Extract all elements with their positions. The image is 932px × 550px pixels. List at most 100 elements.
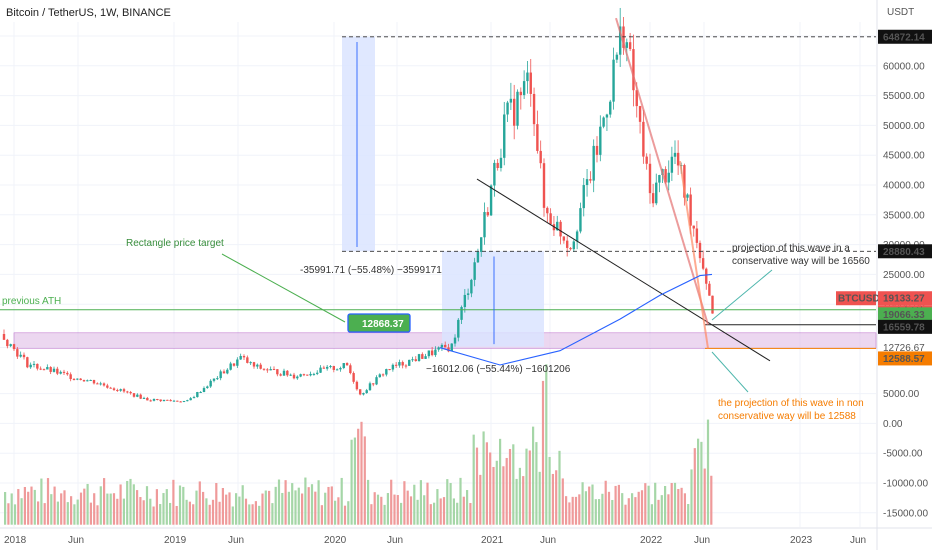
candle-body	[355, 381, 359, 390]
candle-body	[276, 369, 279, 375]
candle-body	[149, 400, 152, 402]
candle-body	[388, 369, 391, 371]
volume-bar	[594, 499, 597, 525]
candle-body	[378, 374, 381, 378]
candle-body	[26, 357, 29, 368]
volume-bar	[86, 483, 89, 525]
candle-body	[486, 212, 489, 216]
volume-bar	[103, 478, 106, 525]
volume-bar	[261, 493, 264, 525]
candle-body	[595, 145, 599, 155]
volume-bar	[449, 483, 452, 525]
volume-bar	[574, 496, 578, 525]
volume-bar	[654, 482, 657, 525]
volume-bar	[631, 493, 634, 525]
candle-body	[686, 194, 689, 198]
candle-body	[42, 369, 46, 371]
candle-body	[126, 391, 129, 393]
candle-body	[414, 359, 417, 362]
candle-body	[186, 400, 189, 402]
volume-bar	[584, 491, 587, 525]
volume-bar	[126, 480, 129, 525]
candle-body	[39, 368, 42, 370]
candle-body	[556, 221, 559, 231]
candle-body	[6, 339, 9, 347]
volume-bar	[400, 502, 403, 525]
volume-bar	[637, 491, 640, 525]
candle-body	[216, 378, 219, 380]
volume-bar	[495, 460, 498, 525]
time-axis[interactable]: 2018 Jun 2019 Jun 2020 Jun 2021 Jun 2022 Jun 2023 J…	[0, 527, 932, 546]
volume-bar	[518, 467, 521, 525]
volume-bar	[621, 493, 624, 525]
price-tick-label: 35000.00	[883, 210, 925, 221]
nonconservative-line-2: conservative way will be 12588	[718, 411, 856, 422]
volume-bar	[706, 419, 710, 525]
volume-bar	[690, 469, 693, 525]
candle-body	[56, 368, 59, 374]
candle-body	[112, 388, 116, 390]
volume-bar	[479, 474, 482, 525]
volume-bar	[588, 486, 591, 525]
candle-body	[89, 379, 92, 381]
candle-body	[146, 397, 149, 401]
candle-body	[229, 363, 232, 370]
candle-body	[565, 240, 569, 248]
price-axis[interactable]: 65000.0060000.0055000.0050000.0045000.00…	[836, 0, 932, 550]
volume-bar	[446, 479, 449, 525]
volume-bar	[670, 482, 673, 525]
price-tick-label: 45000.00	[883, 151, 925, 162]
volume-bar	[235, 493, 238, 525]
volume-bar	[208, 504, 211, 525]
volume-bar	[657, 499, 660, 525]
volume-bar	[340, 477, 343, 525]
volume-bar	[433, 502, 436, 525]
candle-body	[316, 372, 319, 374]
volume-bar	[439, 498, 442, 525]
volume-bar	[459, 477, 462, 525]
candle-body	[642, 121, 645, 157]
candle-body	[2, 334, 6, 340]
candle-body	[512, 98, 516, 126]
badge-28880	[878, 244, 932, 259]
candle-body	[493, 162, 496, 186]
candle-body	[549, 213, 552, 225]
volume-bar	[241, 485, 244, 525]
volume-bar	[4, 492, 7, 525]
candle-body	[391, 364, 395, 370]
volume-bar	[83, 488, 86, 525]
volume-bar	[337, 497, 340, 525]
candle-body	[239, 355, 242, 360]
moving-average-line	[439, 273, 713, 366]
candle-body	[470, 279, 473, 294]
price-candles	[2, 7, 714, 403]
candle-body	[701, 258, 705, 269]
volume-bar	[20, 498, 23, 525]
candle-body	[526, 72, 529, 82]
volume-bar	[558, 450, 561, 525]
volume-bar	[462, 496, 465, 525]
candle-body	[256, 364, 259, 367]
candle-body	[192, 397, 196, 399]
time-tick-label: Jun	[228, 535, 244, 546]
candle-body	[509, 98, 513, 103]
candle-body	[698, 242, 702, 259]
volume-bar	[116, 498, 119, 525]
conservative-pointer	[711, 269, 773, 321]
candle-body	[612, 59, 615, 102]
candle-body	[460, 307, 463, 320]
candle-body	[172, 400, 176, 402]
candle-body	[542, 163, 546, 208]
candle-body	[372, 383, 375, 385]
volume-bar	[416, 499, 419, 525]
candle-body	[52, 368, 56, 372]
candle-body	[69, 374, 72, 380]
candle-body	[483, 212, 486, 238]
volume-bar	[403, 481, 406, 525]
candle-body	[335, 369, 339, 371]
volume-bar	[182, 486, 185, 525]
volume-bar	[73, 504, 76, 525]
price-tick-label: -10000.00	[883, 479, 928, 490]
candle-body	[394, 364, 398, 366]
